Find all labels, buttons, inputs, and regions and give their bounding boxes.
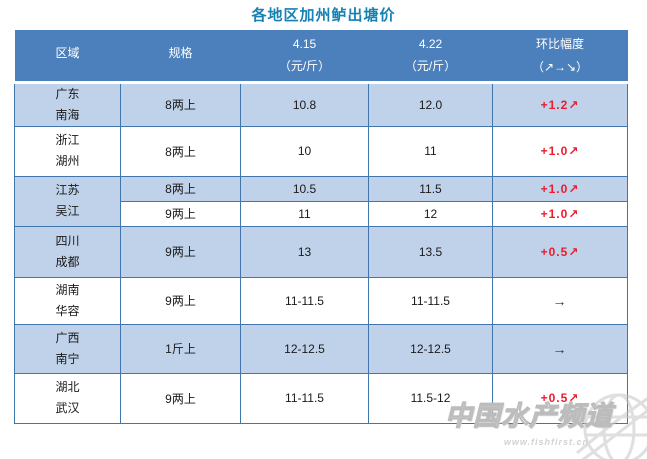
table-row: 广西 南宁 1斤上 12-12.5 12-12.5 → [14,323,628,374]
price-415-cell: 10 [240,125,369,177]
price-415-cell: 11-11.5 [240,276,369,325]
spec-cell: 9两上 [120,200,241,227]
spec-cell: 8两上 [120,125,241,177]
price-422-cell: 11.5-12 [368,372,493,424]
change-cell: +0.5↗ [492,372,628,424]
change-cell: +0.5↗ [492,225,628,278]
change-cell: → [492,276,628,325]
header-date1: 4.15 （元/斤） [240,30,369,84]
region-cell: 广东 南海 [14,81,121,127]
region-cell: 广西 南宁 [14,323,121,374]
spec-cell: 8两上 [120,81,241,127]
change-cell: → [492,323,628,374]
price-422-cell: 13.5 [368,225,493,278]
table-row: 广东 南海 8两上 10.8 12.0 +1.2↗ [14,81,628,127]
price-415-cell: 10.8 [240,81,369,127]
change-cell: +1.0↗ [492,200,628,227]
change-cell: +1.2↗ [492,81,628,127]
table-row: 江苏 吴江 8两上 10.5 11.5 +1.0↗ [14,175,628,227]
table-row: 湖南 华容 9两上 11-11.5 11-11.5 → [14,276,628,325]
region-cell: 四川 成都 [14,225,121,278]
price-415-cell: 11-11.5 [240,372,369,424]
table-row: 浙江 湖州 8两上 10 11 +1.0↗ [14,125,628,177]
region-cell: 湖南 华容 [14,276,121,325]
price-422-cell: 11 [368,125,493,177]
watermark-url-text: www.fishfirst.cn [503,437,589,447]
table-row: 四川 成都 9两上 13 13.5 +0.5↗ [14,225,628,278]
table-row: 9两上 11 12 +1.0↗ [15,200,628,227]
price-415-cell: 13 [240,225,369,278]
header-date2: 4.22 （元/斤） [368,30,493,84]
region-cell: 湖北 武汉 [14,372,121,424]
price-422-cell: 11.5 [368,175,493,202]
price-415-cell: 10.5 [240,175,369,202]
price-415-cell: 11 [240,200,369,227]
header-spec: 规格 [120,30,241,84]
header-region: 区域 [14,30,121,84]
page-title: 各地区加州鲈出塘价 [251,7,396,24]
spec-cell: 9两上 [120,225,241,278]
regional-price-table: 区域 规格 4.15 （元/斤） 4.22 （元/斤） 环比幅度 （↗→↘） [14,30,628,424]
region-cell: 江苏 吴江 [14,175,121,227]
table-row: 湖北 武汉 9两上 11-11.5 11.5-12 +0.5↗ [14,372,628,424]
region-cell: 浙江 湖州 [14,125,121,177]
price-422-cell: 12-12.5 [368,323,493,374]
price-422-cell: 11-11.5 [368,276,493,325]
price-415-cell: 12-12.5 [240,323,369,374]
header-change: 环比幅度 （↗→↘） [492,30,628,84]
change-cell: +1.0↗ [492,125,628,177]
price-422-cell: 12.0 [368,81,493,127]
change-cell: +1.0↗ [492,175,628,202]
table-header-row: 区域 规格 4.15 （元/斤） 4.22 （元/斤） 环比幅度 （↗→↘） [14,30,628,84]
spec-cell: 9两上 [120,276,241,325]
price-422-cell: 12 [368,200,493,227]
spec-cell: 9两上 [120,372,241,424]
spec-cell: 8两上 [120,175,241,202]
spec-cell: 1斤上 [120,323,241,374]
